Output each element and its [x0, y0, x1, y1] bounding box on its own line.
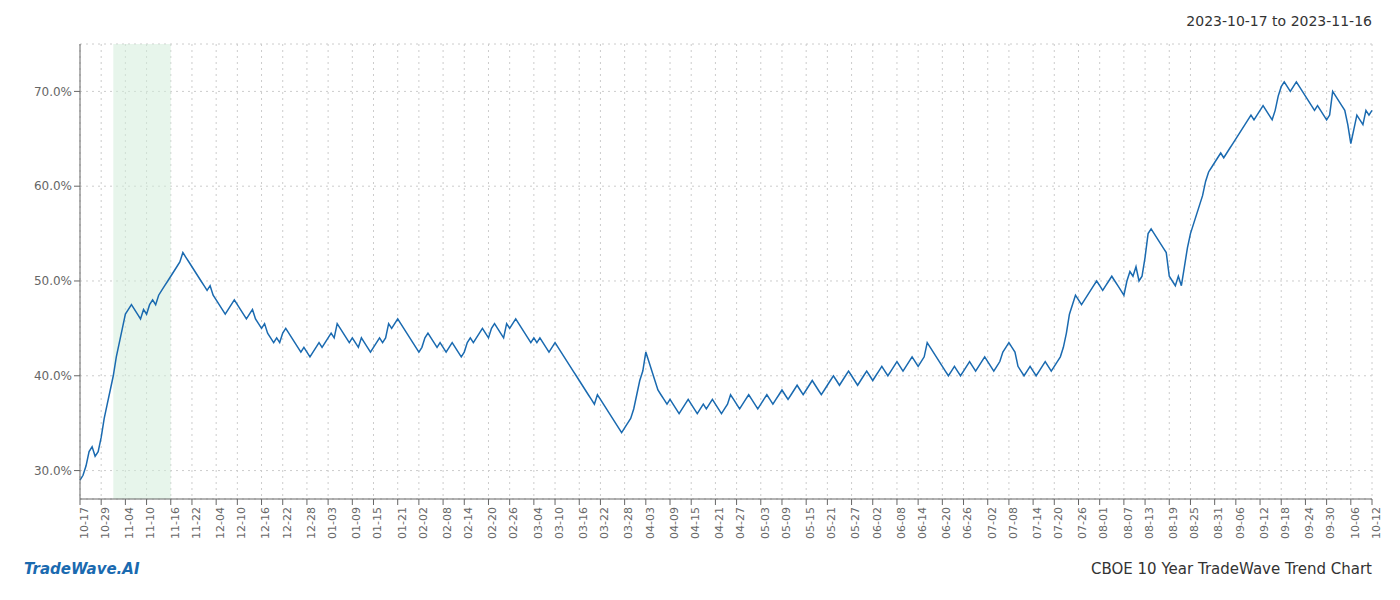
svg-text:03-04: 03-04	[532, 507, 545, 539]
svg-text:08-13: 08-13	[1143, 507, 1156, 539]
svg-text:01-03: 01-03	[326, 507, 339, 539]
svg-text:05-27: 05-27	[849, 507, 862, 539]
svg-text:02-08: 02-08	[441, 507, 454, 539]
svg-text:04-21: 04-21	[713, 507, 726, 539]
svg-text:10-17: 10-17	[78, 507, 91, 539]
svg-text:02-02: 02-02	[417, 507, 430, 539]
svg-text:01-21: 01-21	[396, 507, 409, 539]
svg-text:09-18: 09-18	[1279, 507, 1292, 539]
html-text:TradeWave.AI: TradeWave.AI	[24, 560, 140, 578]
svg-text:03-22: 03-22	[598, 507, 611, 539]
svg-text:07-26: 07-26	[1076, 507, 1089, 539]
svg-text:30.0%: 30.0%	[34, 464, 72, 478]
svg-text:08-19: 08-19	[1167, 507, 1180, 539]
svg-text:09-06: 09-06	[1234, 507, 1247, 539]
svg-text:04-15: 04-15	[689, 507, 702, 539]
svg-text:02-20: 02-20	[486, 507, 499, 539]
svg-text:09-30: 09-30	[1324, 507, 1337, 539]
svg-text:05-15: 05-15	[804, 507, 817, 539]
svg-text:01-15: 01-15	[371, 507, 384, 539]
svg-text:12-16: 12-16	[259, 507, 272, 539]
svg-text:04-27: 04-27	[734, 507, 747, 539]
svg-text:08-01: 08-01	[1097, 507, 1110, 539]
svg-text:06-26: 06-26	[961, 507, 974, 539]
svg-text:05-03: 05-03	[759, 507, 772, 539]
svg-text:11-10: 11-10	[144, 507, 157, 539]
svg-text:11-04: 11-04	[123, 507, 136, 539]
svg-text:50.0%: 50.0%	[34, 274, 72, 288]
svg-text:10-29: 10-29	[99, 507, 112, 539]
svg-text:03-10: 03-10	[553, 507, 566, 539]
svg-text:70.0%: 70.0%	[34, 85, 72, 99]
svg-text:11-16: 11-16	[169, 507, 182, 539]
svg-text:09-24: 09-24	[1303, 507, 1316, 539]
svg-text:07-20: 07-20	[1052, 507, 1065, 539]
svg-text:02-14: 02-14	[462, 507, 475, 539]
svg-text:02-26: 02-26	[507, 507, 520, 539]
svg-text:06-02: 06-02	[871, 507, 884, 539]
svg-text:01-09: 01-09	[350, 507, 363, 539]
svg-text:10-06: 10-06	[1349, 507, 1362, 539]
svg-text:12-04: 12-04	[214, 507, 227, 539]
svg-text:12-10: 12-10	[235, 507, 248, 539]
svg-text:08-07: 08-07	[1122, 507, 1135, 539]
svg-text:12-28: 12-28	[305, 507, 318, 539]
svg-text:11-22: 11-22	[190, 507, 203, 539]
svg-text:03-16: 03-16	[577, 507, 590, 539]
svg-text:07-14: 07-14	[1031, 507, 1044, 539]
svg-text:08-31: 08-31	[1212, 507, 1225, 539]
svg-text:06-20: 06-20	[940, 507, 953, 539]
html-text:2023-10-17 to 2023-11-16: 2023-10-17 to 2023-11-16	[1186, 13, 1372, 29]
svg-text:07-02: 07-02	[986, 507, 999, 539]
svg-text:60.0%: 60.0%	[34, 179, 72, 193]
svg-text:03-28: 03-28	[622, 507, 635, 539]
svg-text:09-12: 09-12	[1258, 507, 1271, 539]
svg-text:05-09: 05-09	[780, 507, 793, 539]
html-text:CBOE 10 Year TradeWave Trend C: CBOE 10 Year TradeWave Trend Chart	[1091, 560, 1372, 578]
svg-text:07-08: 07-08	[1007, 507, 1020, 539]
svg-text:04-03: 04-03	[644, 507, 657, 539]
svg-text:10-12: 10-12	[1370, 507, 1383, 539]
svg-text:06-14: 06-14	[916, 507, 929, 539]
svg-text:05-21: 05-21	[825, 507, 838, 539]
svg-text:12-22: 12-22	[281, 507, 294, 539]
svg-text:08-25: 08-25	[1188, 507, 1201, 539]
svg-text:40.0%: 40.0%	[34, 369, 72, 383]
svg-text:06-08: 06-08	[895, 507, 908, 539]
svg-text:04-09: 04-09	[668, 507, 681, 539]
